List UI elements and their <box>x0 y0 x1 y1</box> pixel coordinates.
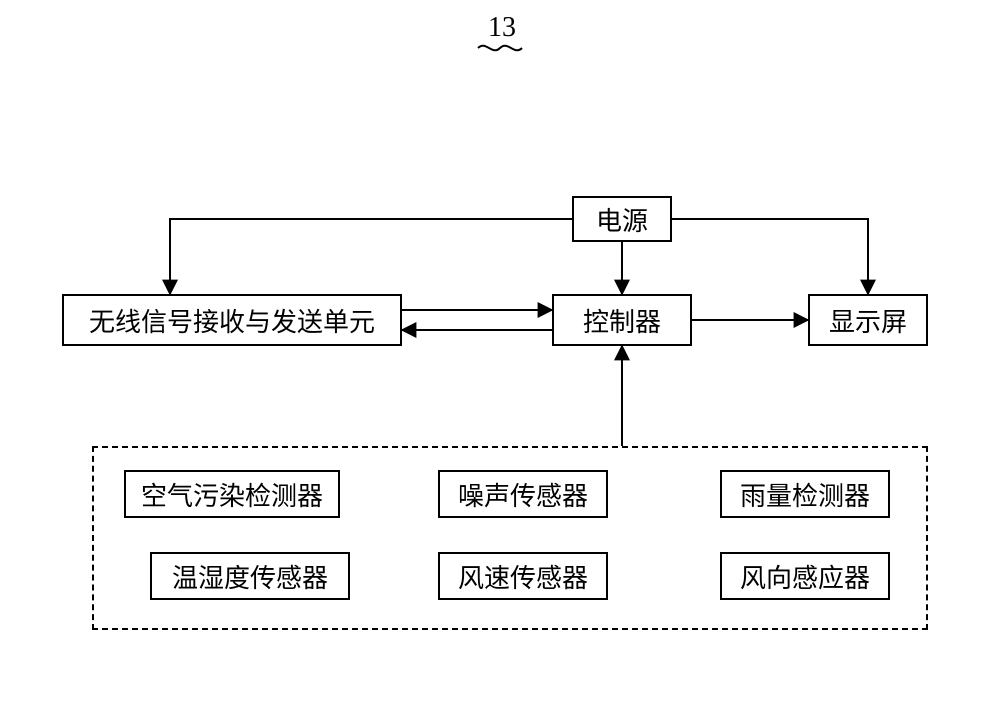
figure-number-label: 13 <box>488 12 516 44</box>
node-sensor-noise-label: 噪声传感器 <box>458 476 588 513</box>
node-sensor-temp: 温湿度传感器 <box>150 552 350 600</box>
node-power-label: 电源 <box>596 201 648 238</box>
figure-number-underline <box>478 46 522 51</box>
node-sensor-noise: 噪声传感器 <box>438 470 608 518</box>
node-controller: 控制器 <box>552 294 692 346</box>
edge-power_right <box>672 219 868 294</box>
node-sensor-rain-label: 雨量检测器 <box>740 476 870 513</box>
node-sensor-rain: 雨量检测器 <box>720 470 890 518</box>
node-sensor-temp-label: 温湿度传感器 <box>172 558 328 595</box>
node-sensor-dir-label: 风向感应器 <box>740 558 870 595</box>
node-sensor-air-label: 空气污染检测器 <box>141 476 323 513</box>
node-power: 电源 <box>572 196 672 242</box>
edge-power_left <box>170 219 572 294</box>
node-display: 显示屏 <box>808 294 928 346</box>
node-sensor-dir: 风向感应器 <box>720 552 890 600</box>
node-sensor-wind-label: 风速传感器 <box>458 558 588 595</box>
node-controller-label: 控制器 <box>583 302 661 339</box>
node-sensor-wind: 风速传感器 <box>438 552 608 600</box>
node-wireless-label: 无线信号接收与发送单元 <box>89 302 375 339</box>
node-wireless: 无线信号接收与发送单元 <box>62 294 402 346</box>
node-sensor-air: 空气污染检测器 <box>124 470 340 518</box>
node-display-label: 显示屏 <box>829 302 907 339</box>
